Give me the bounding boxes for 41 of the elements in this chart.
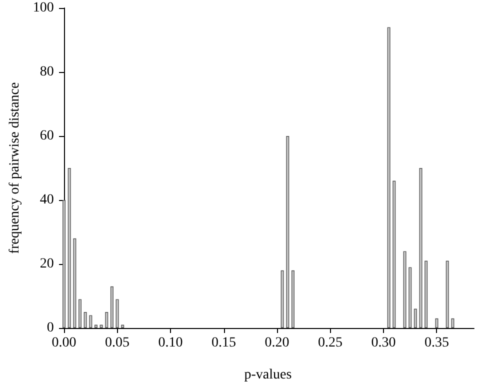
y-tick-label: 40 [40,192,54,208]
bar [451,318,454,328]
bar [419,168,422,328]
bar [62,200,66,328]
x-tick-label: 0.25 [318,336,342,350]
x-tick-label: 0.30 [371,336,396,350]
bar [116,299,119,328]
bar [84,312,87,328]
bar [280,270,284,328]
bar [424,260,428,328]
bar [414,308,417,328]
x-tick-label: 0.20 [264,336,290,350]
x-tick-label: 0.15 [212,336,236,350]
bar [78,299,82,328]
x-tick-label: 0.10 [158,336,183,350]
bar [94,324,98,328]
bar [73,238,76,328]
bar [408,267,412,328]
y-tick-label: 20 [40,256,54,272]
x-tick-label: 0.05 [105,336,130,350]
bar [286,136,290,328]
y-tick-label: 0 [46,320,54,336]
bar [105,312,108,328]
bar [291,270,294,328]
bar [403,251,406,328]
x-tick-label: 0.00 [52,336,76,350]
y-tick-label: 100 [32,0,54,16]
bar [387,27,390,328]
bar [435,318,438,328]
bar [121,324,124,328]
y-tick-label: 60 [40,128,54,144]
bar [89,315,92,328]
x-axis-title: p-values [244,368,292,382]
y-tick-label: 80 [40,64,54,80]
bar [446,260,449,328]
bar [68,168,71,328]
bar [100,324,103,328]
bar [110,286,114,328]
y-axis-title: frequency of pairwise distance [8,82,22,254]
x-tick-label: 0.35 [424,336,449,350]
bar [392,180,396,328]
